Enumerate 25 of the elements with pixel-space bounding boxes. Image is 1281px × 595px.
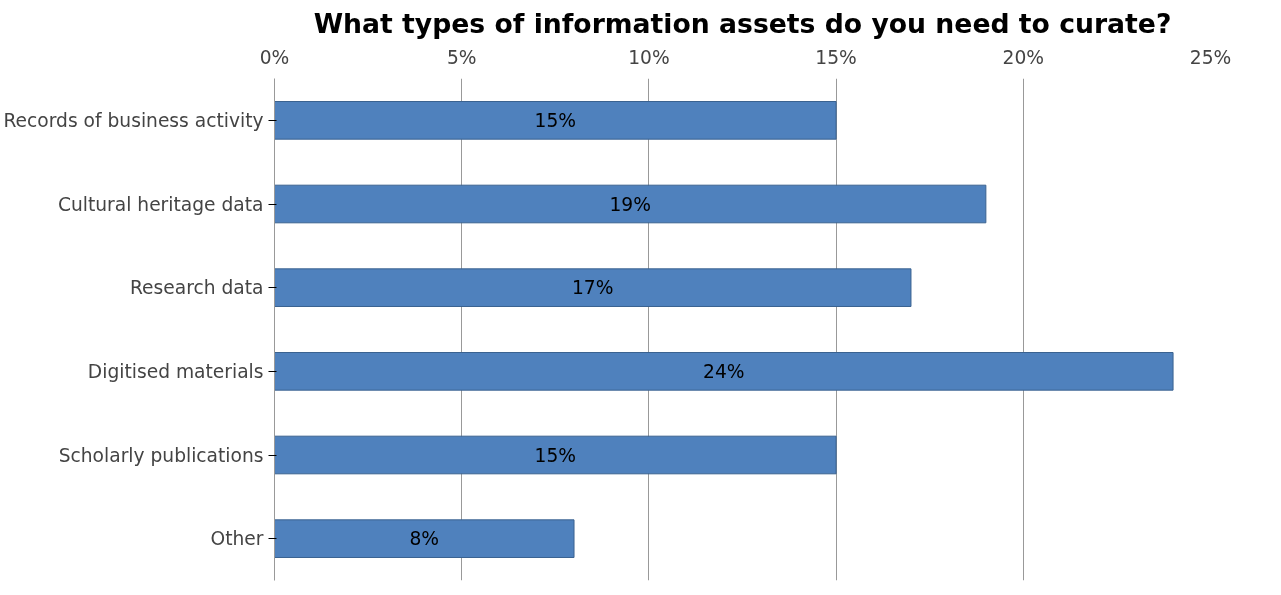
x-tick-label: 15%: [815, 46, 857, 68]
y-tick-label: Scholarly publications: [58, 444, 264, 466]
y-tick-label: Digitised materials: [87, 360, 264, 382]
bar: [274, 101, 837, 140]
x-tick-label: 20%: [1002, 46, 1045, 68]
data-label: 15%: [534, 444, 577, 466]
data-label: 15%: [534, 109, 577, 131]
bar: [274, 435, 837, 475]
y-tick-label: Research data: [129, 277, 264, 299]
y-tick-label: Records of business activity: [3, 109, 264, 131]
bar: [274, 352, 1174, 391]
x-tick-label: 10%: [628, 46, 670, 68]
y-tick-label: Cultural heritage data: [57, 193, 264, 215]
x-tick-label: 0%: [259, 46, 290, 68]
data-label: 17%: [572, 277, 614, 299]
data-label: 24%: [703, 360, 745, 382]
x-tick-label: 5%: [446, 46, 477, 68]
data-label: 8%: [409, 528, 440, 550]
bar: [274, 268, 912, 307]
x-tick-label: 25%: [1189, 46, 1232, 68]
bar: [274, 184, 987, 224]
data-label: 19%: [609, 193, 651, 215]
y-tick-label: Other: [210, 528, 264, 550]
chart-title: What types of information assets do you need to curate?: [313, 7, 1172, 39]
bar: [274, 519, 575, 558]
